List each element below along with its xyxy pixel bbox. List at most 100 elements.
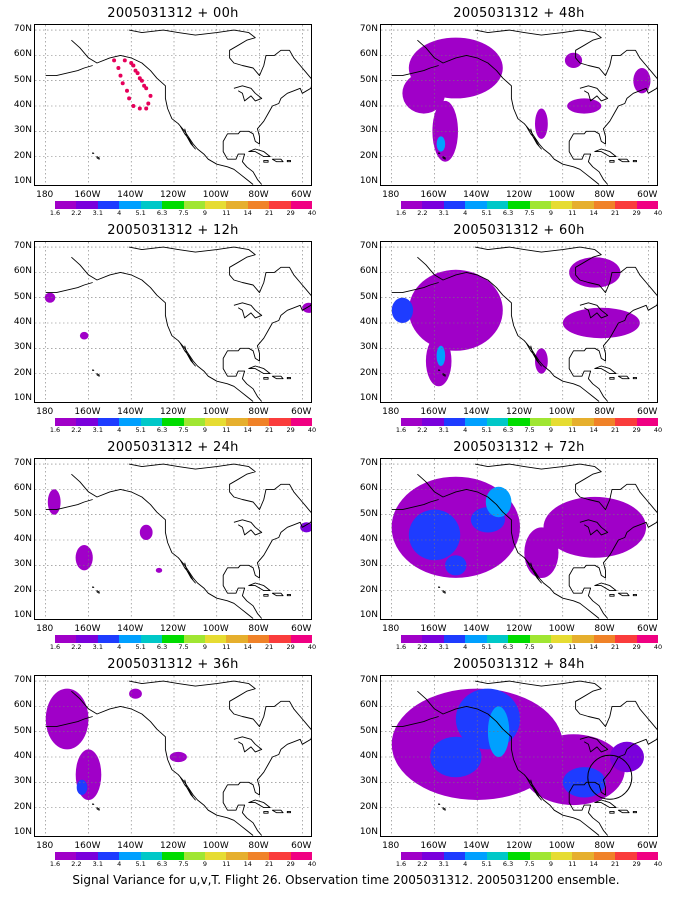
colorbar-label: 2.2 [71,860,82,868]
colorbar-labels: 1.6 2.2 3.1 4 5.1 6.3 7.5 9 11 14 21 29 40 [50,209,316,219]
coastline [526,777,542,801]
colorbar-swatch [97,635,120,643]
colorbar-label: 29 [632,860,641,868]
lon-tick-label: 100W [548,190,575,200]
lon-tick-label: 120W [159,624,187,634]
observation-point [148,93,153,98]
colorbar-swatch [572,852,594,860]
figure-caption: Signal Variance for u,v,T. Flight 26. Ob… [72,873,620,887]
colorbar-label: 11 [568,643,577,651]
colorbar-swatch [529,418,551,426]
lon-tick-label: 100W [202,190,229,200]
panel-title: 2005031312 + 24h [107,440,239,455]
lon-tick-label: 160W [420,624,447,634]
colorbar-swatch [572,418,594,426]
observation-point [129,61,134,65]
lon-tick-label: 160W [74,624,101,634]
coastline [71,256,254,402]
observation-point [125,88,129,93]
colorbar-labels: 1.6 2.2 3.1 4 5.1 6.3 7.5 9 11 14 21 29 40 [50,426,316,436]
coastline [579,302,609,319]
coastline [129,463,311,619]
colorbar-swatch [593,635,616,643]
colorbar-label: 2.2 [71,643,82,651]
colorbar-label: 3.1 [92,860,103,868]
lat-tick-label: 70N [359,241,378,252]
colorbar-swatch [162,852,184,860]
colorbar-label: 21 [611,426,620,434]
colorbar-swatch [593,418,616,426]
coastline [233,736,263,753]
lon-tick-label: 160W [74,407,101,417]
lat-tick-label: 50N [13,74,32,85]
coastline [71,690,254,836]
colorbar-swatch [247,201,270,209]
island-outline [263,159,269,163]
colorbar-label: 21 [265,426,274,434]
lat-tick-label: 60N [359,49,378,60]
panel-title: 2005031312 + 60h [453,223,585,238]
variance-contour [436,345,446,366]
island-outline [442,807,446,811]
colorbar-swatch [226,852,248,860]
lon-tick-label: 160W [74,190,101,200]
colorbar-labels: 1.6 2.2 3.1 4 5.1 6.3 7.5 9 11 14 21 29 40 [50,860,316,870]
island-outline [609,376,615,380]
colorbar-label: 21 [611,643,620,651]
lon-tick-label: 140W [117,624,144,634]
variance-contour [45,688,89,750]
island-outline [594,582,617,592]
colorbar-label: 6.3 [156,643,168,651]
colorbar-label: 3.1 [438,643,449,651]
lat-tick-label: 70N [359,24,378,35]
colorbar-label: 11 [222,426,231,434]
colorbar-labels: 1.6 2.2 3.1 4 5.1 6.3 7.5 9 11 14 21 29 40 [396,860,662,870]
colorbar [401,418,659,426]
coastline [129,246,311,402]
colorbar-label: 2.2 [71,426,82,434]
observation-point [133,68,138,73]
map-frame [380,24,658,186]
colorbar-swatch [269,852,291,860]
coastline [233,519,263,536]
lon-tick-label: 140W [463,624,490,634]
island-outline [594,799,617,809]
lat-tick-label: 40N [359,100,378,110]
colorbar-label: 40 [653,860,663,868]
colorbar-swatch [486,418,509,426]
lon-tick-label: 180 [382,624,400,634]
colorbar-label: 1.6 [395,643,407,651]
variance-contour [543,496,647,558]
island-outline [92,369,95,372]
colorbar [55,201,313,209]
colorbar-label: 40 [307,643,317,651]
colorbar-label: 3.1 [92,209,103,217]
island-outline [248,365,271,375]
lat-tick-label: 70N [13,675,32,686]
colorbar-label: 6.3 [156,426,168,434]
map-svg [381,242,657,402]
colorbar-label: 6.3 [502,643,514,651]
coastline [180,560,196,584]
colorbar-swatch [290,635,313,643]
colorbar-labels: 1.6 2.2 3.1 4 5.1 6.3 7.5 9 11 14 21 29 40 [50,643,316,653]
colorbar-swatch [401,852,423,860]
island-outline [263,376,269,380]
colorbar-swatch [465,852,487,860]
colorbar-swatch [422,201,444,209]
coastline [417,256,600,402]
lat-tick-label: 60N [13,700,32,711]
island-outline [271,592,284,597]
colorbar-swatch [290,418,313,426]
coastline [579,736,609,753]
colorbar-label: 14 [243,643,252,651]
island-outline [248,148,271,158]
lat-tick-label: 10N [359,826,378,837]
colorbar-label: 11 [222,643,231,651]
colorbar-swatch [615,201,637,209]
colorbar-swatch [119,635,141,643]
colorbar-swatch [140,852,163,860]
lon-tick-label: 140W [463,407,490,417]
map-svg [35,242,311,402]
lon-tick-label: 60W [637,190,658,200]
